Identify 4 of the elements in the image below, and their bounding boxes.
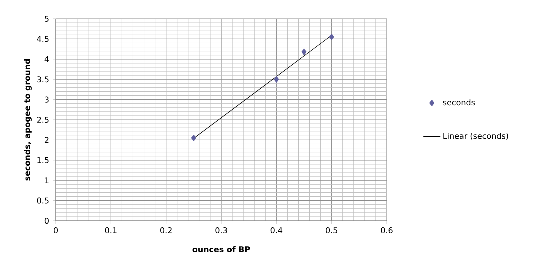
- point: [274, 76, 280, 83]
- point: [302, 48, 307, 56]
- point: [191, 134, 197, 142]
- point: [329, 34, 334, 41]
